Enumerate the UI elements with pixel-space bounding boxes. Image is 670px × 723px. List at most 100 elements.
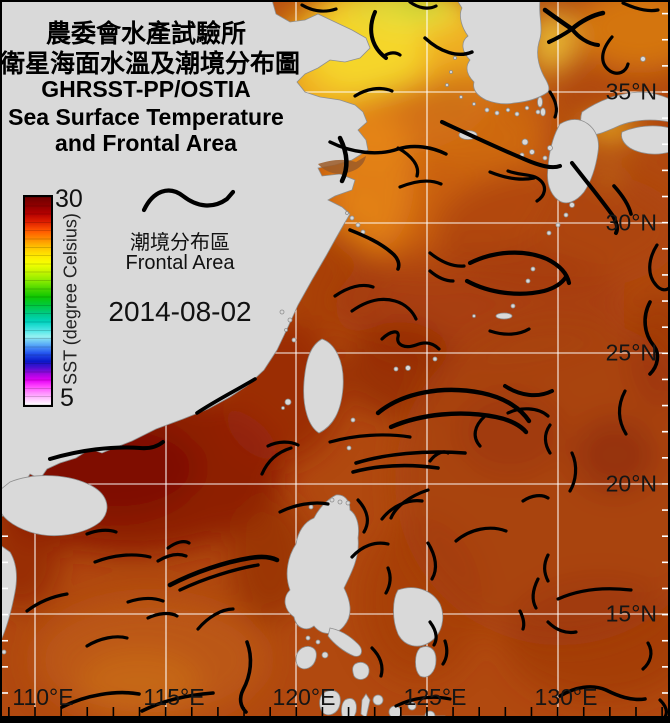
frontal-line bbox=[467, 250, 572, 286]
frontal-line bbox=[454, 526, 508, 543]
land-taiwan bbox=[303, 338, 344, 434]
frontal-line bbox=[428, 269, 455, 283]
frontal-line bbox=[428, 620, 438, 647]
frontal-line bbox=[488, 327, 531, 336]
frontal-line bbox=[60, 690, 141, 709]
frontal-line bbox=[643, 300, 660, 376]
frontal-line bbox=[388, 411, 529, 435]
sst-colorbar bbox=[23, 195, 53, 407]
frontal-line bbox=[531, 577, 540, 610]
title-en-1: Sea Surface Temperature bbox=[8, 104, 284, 130]
title-en-2: and Frontal Area bbox=[55, 130, 237, 156]
frontal-line bbox=[521, 494, 550, 503]
frontal-line bbox=[354, 450, 467, 465]
frontal-line bbox=[85, 528, 118, 536]
frontal-line bbox=[464, 274, 569, 296]
frontal-line bbox=[617, 389, 628, 436]
frontal-line bbox=[546, 620, 578, 635]
land-luzon bbox=[284, 494, 359, 634]
frontal-line bbox=[556, 587, 633, 601]
title-product: GHRSST-PP/OSTIA bbox=[41, 76, 251, 102]
frontal-area-symbol bbox=[141, 188, 236, 213]
frontal-line bbox=[621, 1, 660, 13]
frontal-line bbox=[260, 446, 293, 476]
colorbar-min-label: 5 bbox=[60, 384, 74, 412]
frontal-lines bbox=[25, 0, 670, 719]
lon-label: 120°E bbox=[272, 684, 336, 710]
frontal-line bbox=[394, 695, 452, 708]
frontal-line bbox=[518, 609, 526, 631]
lat-label: 25°N bbox=[605, 339, 657, 366]
frontal-area-label-zh: 潮境分布區 bbox=[130, 232, 230, 254]
frontal-line bbox=[238, 640, 253, 714]
frontal-line bbox=[548, 90, 558, 119]
frontal-line bbox=[300, 3, 338, 13]
frontal-line bbox=[408, 0, 438, 10]
land-bicol bbox=[327, 627, 362, 657]
frontal-line bbox=[350, 541, 390, 559]
lon-label: 130°E bbox=[534, 684, 598, 710]
frontal-line bbox=[612, 184, 633, 216]
frontal-line bbox=[356, 498, 369, 534]
frontal-line bbox=[503, 384, 554, 398]
frontal-line bbox=[382, 51, 402, 58]
frontal-line bbox=[266, 440, 300, 448]
frontal-line bbox=[178, 563, 260, 592]
frontal-line bbox=[488, 170, 536, 181]
frontal-line bbox=[641, 641, 653, 671]
land-masbate bbox=[352, 662, 370, 680]
frontal-line bbox=[369, 10, 388, 60]
frontal-line bbox=[337, 135, 349, 184]
frontal-line bbox=[658, 698, 668, 719]
lat-label: 35°N bbox=[605, 78, 657, 105]
land-shikoku bbox=[621, 125, 670, 155]
frontal-line bbox=[440, 120, 562, 170]
colorbar-axis-label: SST (degree Celsius) bbox=[60, 213, 81, 385]
colorbar-step-lines bbox=[25, 197, 51, 405]
land-leyte bbox=[415, 646, 437, 678]
land-mindoro bbox=[295, 646, 317, 670]
frontal-line bbox=[506, 169, 547, 203]
frontal-line bbox=[570, 27, 600, 47]
frontal-line bbox=[348, 228, 401, 271]
title-map-zh: 衛星海面水溫及潮境分布圖 bbox=[0, 50, 301, 78]
date-label: 2014-08-02 bbox=[108, 296, 252, 327]
frontal-line bbox=[473, 414, 487, 448]
frontal-line bbox=[380, 330, 441, 351]
frontal-line bbox=[195, 377, 257, 415]
frontal-line bbox=[428, 251, 466, 268]
frontal-area-label-en: Frontal Area bbox=[125, 252, 235, 274]
frontal-line bbox=[351, 463, 440, 474]
lon-label: 125°E bbox=[403, 684, 467, 710]
frontal-line bbox=[278, 501, 330, 514]
frontal-line bbox=[601, 35, 630, 75]
frontal-line bbox=[506, 407, 550, 418]
frontal-line bbox=[196, 607, 235, 631]
frontal-line bbox=[568, 451, 578, 493]
frontal-line bbox=[156, 553, 188, 563]
frontal-line bbox=[648, 243, 670, 292]
frontal-line bbox=[48, 440, 165, 461]
frontal-line bbox=[93, 553, 152, 564]
land-hainan bbox=[0, 475, 108, 537]
frontal-line bbox=[380, 499, 424, 521]
frontal-line bbox=[328, 433, 412, 444]
frontal-line bbox=[85, 635, 129, 648]
lon-label: 115°E bbox=[143, 684, 205, 710]
frontal-line bbox=[146, 611, 179, 620]
frontal-line bbox=[140, 691, 215, 713]
frontal-line bbox=[396, 146, 420, 178]
frontal-line bbox=[428, 450, 450, 463]
lat-label: 30°N bbox=[605, 209, 657, 236]
frontal-line bbox=[25, 592, 69, 613]
title-agency-zh: 農委會水產試驗所 bbox=[45, 20, 246, 48]
colorbar-max-label: 30 bbox=[55, 185, 83, 213]
frontal-line bbox=[167, 554, 280, 588]
land-cebu bbox=[360, 693, 371, 719]
land-korea bbox=[456, 0, 550, 105]
frontal-line bbox=[547, 27, 574, 44]
frontal-line bbox=[570, 161, 619, 235]
